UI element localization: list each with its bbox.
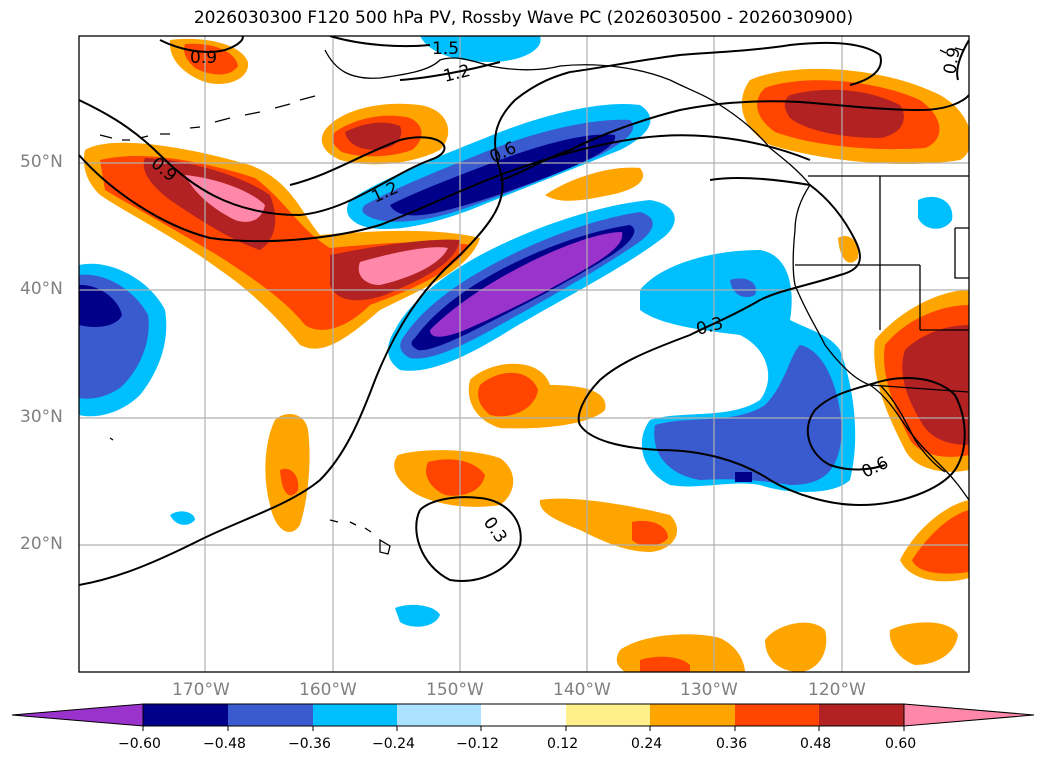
longitude-label: 170°W bbox=[172, 680, 230, 700]
contour-label: 0.9 bbox=[190, 48, 217, 68]
colorbar-segment bbox=[228, 704, 313, 726]
colorbar-tick-label: 0.36 bbox=[716, 736, 748, 752]
latitude-label: 30°N bbox=[20, 407, 63, 427]
anomaly-fields bbox=[79, 36, 969, 672]
anomaly-region-negative bbox=[730, 278, 756, 298]
anomaly-region-positive bbox=[545, 167, 644, 201]
colorbar-tick-label: −0.48 bbox=[203, 736, 246, 752]
anomaly-region-positive bbox=[912, 510, 969, 574]
anomaly-region-negative bbox=[735, 472, 752, 482]
latitude-label: 20°N bbox=[20, 534, 63, 554]
colorbar-tick-label: 0.24 bbox=[631, 736, 663, 752]
contour-label: 0.9 bbox=[940, 46, 964, 76]
map-title: 2026030300 F120 500 hPa PV, Rossby Wave … bbox=[193, 8, 854, 28]
anomaly-region-positive bbox=[640, 656, 690, 672]
longitude-label: 130°W bbox=[680, 680, 738, 700]
anomaly-region-negative bbox=[395, 604, 440, 627]
anomaly-region-negative bbox=[420, 36, 541, 62]
latitude-label: 50°N bbox=[20, 152, 63, 172]
colorbar-segment bbox=[313, 704, 397, 726]
anomaly-region-positive bbox=[838, 236, 859, 263]
anomaly-region-positive bbox=[478, 372, 538, 417]
colorbar-segment bbox=[566, 704, 650, 726]
colorbar-tick-label: 0.60 bbox=[885, 736, 917, 752]
anomaly-region-positive bbox=[358, 247, 448, 285]
map-gridlines bbox=[79, 36, 969, 672]
colorbar-tick-label: 0.48 bbox=[800, 736, 832, 752]
colorbar-tick-label: −0.36 bbox=[288, 736, 331, 752]
longitude-label: 150°W bbox=[426, 680, 484, 700]
pv-contours bbox=[79, 36, 969, 586]
colorbar-tick-label: 0.12 bbox=[547, 736, 579, 752]
longitude-label: 120°W bbox=[808, 680, 866, 700]
anomaly-region-negative bbox=[79, 284, 122, 327]
contour-label: 1.5 bbox=[432, 39, 459, 59]
colorbar-tick-label: −0.12 bbox=[456, 736, 499, 752]
anomaly-region-positive bbox=[425, 459, 485, 496]
colorbar-segment bbox=[903, 703, 1035, 727]
colorbar-segment bbox=[11, 703, 144, 727]
colorbar-segment bbox=[819, 704, 904, 726]
colorbar-tick-label: −0.24 bbox=[372, 736, 415, 752]
anomaly-region-negative bbox=[918, 196, 953, 229]
latitude-label: 40°N bbox=[20, 279, 63, 299]
colorbar-segment bbox=[397, 704, 481, 726]
colorbar-segment bbox=[735, 704, 819, 726]
colorbar-segment bbox=[481, 704, 566, 726]
anomaly-region-negative bbox=[654, 345, 842, 485]
anomaly-region-positive bbox=[902, 325, 969, 445]
anomaly-region-positive bbox=[143, 158, 276, 250]
anomaly-region-positive bbox=[345, 122, 402, 150]
anomaly-region-positive bbox=[280, 468, 299, 496]
coastlines bbox=[99, 47, 969, 555]
colorbar bbox=[11, 703, 1035, 731]
contour-label-group: 0.9 1.5 1.2 0.9 1.2 0.6 0.3 0.6 0.3 0.9 bbox=[147, 39, 965, 547]
anomaly-region-positive bbox=[765, 622, 827, 672]
colorbar-outline bbox=[142, 703, 905, 727]
anomaly-region-positive bbox=[632, 520, 668, 546]
anomaly-region-positive bbox=[784, 89, 904, 138]
colorbar-segment bbox=[650, 704, 735, 726]
longitude-label: 140°W bbox=[553, 680, 611, 700]
map-frame bbox=[78, 35, 970, 673]
longitude-label: 160°W bbox=[299, 680, 357, 700]
anomaly-region-negative bbox=[430, 232, 623, 337]
colorbar-segment bbox=[143, 704, 228, 726]
colorbar-tick-label: −0.60 bbox=[118, 736, 161, 752]
anomaly-region-negative bbox=[170, 511, 195, 525]
anomaly-region-positive bbox=[889, 622, 958, 665]
